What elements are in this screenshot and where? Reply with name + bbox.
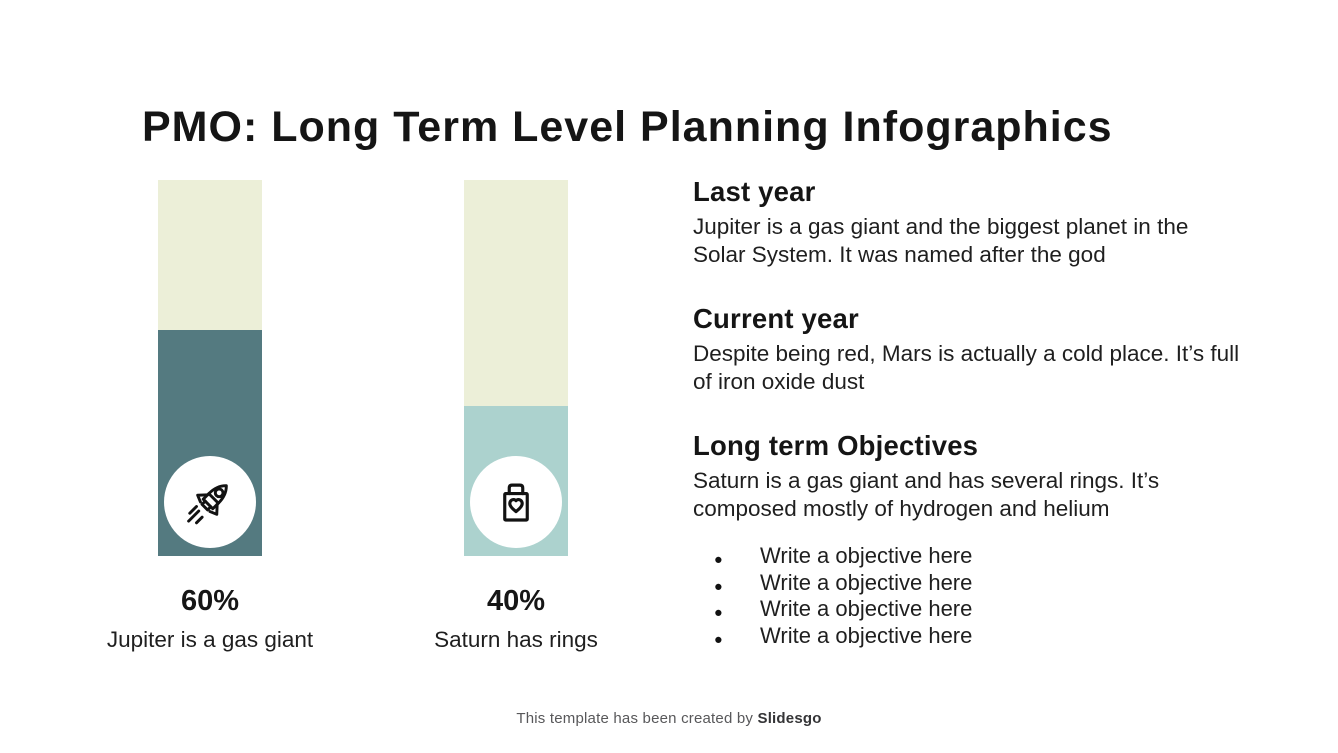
objective-item: Write a objective here bbox=[693, 623, 1241, 653]
section-body: Jupiter is a gas giant and the biggest p… bbox=[693, 214, 1189, 267]
shopping-bag-heart-icon bbox=[503, 483, 529, 522]
rocket-icon bbox=[187, 484, 228, 525]
section-long-term-objectives: Long term Objectives Saturn is a gas gia… bbox=[693, 430, 1241, 653]
objective-item: Write a objective here bbox=[693, 596, 1241, 626]
objectives-list: Write a objective here Write a objective… bbox=[693, 543, 1241, 653]
section-last-year: Last year Jupiter is a gas giant and the… bbox=[693, 176, 1241, 268]
bar-badge-1 bbox=[164, 456, 256, 548]
section-heading: Last year bbox=[693, 176, 816, 207]
section-heading: Current year bbox=[693, 303, 859, 334]
page-title: PMO: Long Term Level Planning Infographi… bbox=[142, 102, 1113, 151]
footer-text: This template has been created by bbox=[516, 710, 758, 727]
objective-item: Write a objective here bbox=[693, 543, 1241, 573]
footer-credit: This template has been created by Slides… bbox=[0, 710, 1338, 727]
bar-badge-2 bbox=[470, 456, 562, 548]
section-body: Saturn is a gas giant and has several ri… bbox=[693, 468, 1160, 521]
objective-item: Write a objective here bbox=[693, 570, 1241, 600]
bar-track-2 bbox=[464, 180, 568, 556]
section-body: Despite being red, Mars is actually a co… bbox=[693, 341, 1240, 394]
footer-brand: Slidesgo bbox=[757, 710, 822, 727]
bar-track-1 bbox=[158, 180, 262, 556]
bar-caption-2: Saturn has rings bbox=[434, 627, 598, 652]
bar-value-label-2: 40% bbox=[486, 585, 546, 617]
text-column: Last year Jupiter is a gas giant and the… bbox=[693, 176, 1241, 653]
section-heading: Long term Objectives bbox=[693, 430, 979, 461]
section-current-year: Current year Despite being red, Mars is … bbox=[693, 303, 1241, 395]
bar-value-label-1: 60% bbox=[180, 585, 240, 617]
bar-caption-1: Jupiter is a gas giant bbox=[106, 627, 314, 652]
